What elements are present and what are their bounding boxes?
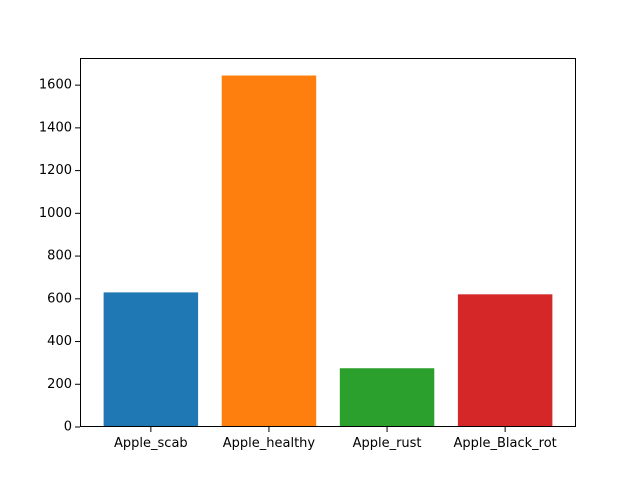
x-axis: Apple_scab Apple_healthy Apple_rust Apple_B… <box>114 427 557 451</box>
y-axis: 0 200 400 600 800 1000 1200 1400 1600 <box>39 78 80 435</box>
y-tick-label: 1400 <box>39 120 72 135</box>
y-tick-label: 1200 <box>39 163 72 178</box>
y-tick-label: 600 <box>47 291 72 306</box>
y-tick-label: 400 <box>47 334 72 349</box>
x-tick-label: Apple_rust <box>353 436 422 451</box>
y-tick-label: 1600 <box>39 78 72 93</box>
bar-apple-black-rot <box>457 294 553 427</box>
x-tick-label: Apple_Black_rot <box>453 436 556 451</box>
bar-apple-healthy <box>221 75 317 428</box>
bars-group <box>103 75 553 428</box>
y-tick-label: 200 <box>47 377 72 392</box>
x-tick-label: Apple_healthy <box>223 436 316 451</box>
y-tick-label: 800 <box>47 249 72 264</box>
bar-apple-rust <box>339 368 435 427</box>
x-tick-label: Apple_scab <box>114 436 188 451</box>
y-tick-label: 1000 <box>39 206 72 221</box>
y-tick-label: 0 <box>64 420 72 435</box>
plot-frame <box>80 58 576 427</box>
bar-apple-scab <box>103 292 199 427</box>
